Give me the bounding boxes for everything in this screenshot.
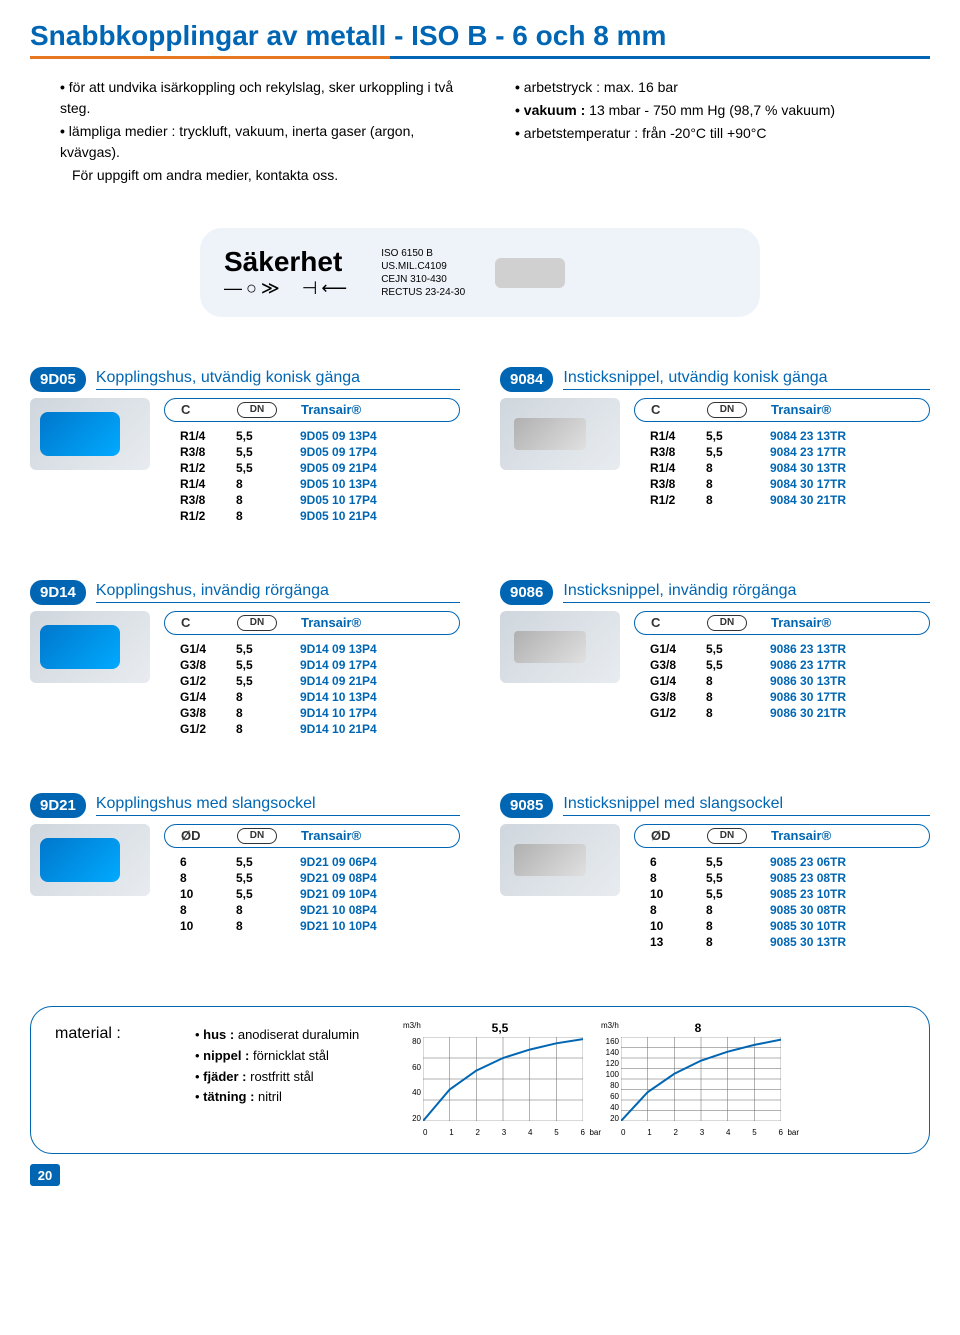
product-thumb-icon [30, 611, 150, 683]
table-row: 1089085 30 10TR [650, 918, 914, 934]
table-row: R1/25,59D05 09 21P4 [180, 460, 444, 476]
product-block: 9D21 Kopplingshus med slangsockel ØDDNTr… [30, 793, 460, 950]
product-title: Insticksnippel med slangsockel [563, 795, 930, 816]
product-thumb-icon [30, 824, 150, 896]
intro-row: för att undvika isärkoppling och rekylsl… [30, 77, 930, 188]
table-row: G1/289D14 10 21P4 [180, 721, 444, 737]
product-code-badge: 9085 [500, 793, 553, 818]
table-row: 105,59D21 09 10P4 [180, 886, 444, 902]
table-row: 65,59085 23 06TR [650, 854, 914, 870]
table-row: G3/889086 30 17TR [650, 689, 914, 705]
table-row: G3/85,59D14 09 17P4 [180, 657, 444, 673]
accent-line [30, 56, 930, 59]
material-item: fjäder : rostfritt stål [195, 1067, 375, 1088]
table-row: R1/45,59D05 09 13P4 [180, 428, 444, 444]
table-row: R3/85,59084 23 17TR [650, 444, 914, 460]
table-header: CDNTransair® [164, 398, 460, 422]
flow-chart: 5,5 m3/h 80604020 0123456 bar [405, 1025, 595, 1135]
table-row: G1/489086 30 13TR [650, 673, 914, 689]
product-title: Kopplingshus, utvändig konisk gänga [96, 369, 460, 390]
table-row: R3/85,59D05 09 17P4 [180, 444, 444, 460]
product-title: Insticksnippel, utvändig konisk gänga [563, 369, 930, 390]
product-code-badge: 9084 [500, 367, 553, 392]
product-thumb-icon [30, 398, 150, 470]
intro-item: arbetstemperatur : från -20°C till +90°C [515, 123, 930, 144]
intro-right: arbetstryck : max. 16 barvakuum : 13 mba… [515, 77, 930, 188]
safety-standards: ISO 6150 BUS.MIL.C4109CEJN 310-430RECTUS… [381, 247, 465, 299]
table-header: ØDDNTransair® [164, 824, 460, 848]
table-row: R1/45,59084 23 13TR [650, 428, 914, 444]
product-code-badge: 9D21 [30, 793, 86, 818]
material-item: nippel : förnicklat stål [195, 1046, 375, 1067]
flow-chart: 8 m3/h 16014012010080604020 0123456 bar [603, 1025, 793, 1135]
table-header: CDNTransair® [634, 611, 930, 635]
table-row: G1/289086 30 21TR [650, 705, 914, 721]
safety-symbols-icon: —○≫ ⊣⟵ [224, 278, 351, 299]
table-row: 65,59D21 09 06P4 [180, 854, 444, 870]
product-block: 9086 Insticksnippel, invändig rörgänga C… [500, 580, 930, 737]
product-code-badge: 9086 [500, 580, 553, 605]
intro-item: arbetstryck : max. 16 bar [515, 77, 930, 98]
product-title: Kopplingshus, invändig rörgänga [96, 582, 460, 603]
safety-thumb-icon [495, 258, 565, 288]
safety-title: Säkerhet [224, 246, 351, 278]
table-header: ØDDNTransair® [634, 824, 930, 848]
table-row: 85,59085 23 08TR [650, 870, 914, 886]
table-row: R1/289D05 10 21P4 [180, 508, 444, 524]
safety-box: Säkerhet —○≫ ⊣⟵ ISO 6150 BUS.MIL.C4109CE… [200, 228, 760, 317]
material-box: material : hus : anodiserat duraluminnip… [30, 1006, 930, 1154]
product-title: Kopplingshus med slangsockel [96, 795, 460, 816]
table-row: G3/889D14 10 17P4 [180, 705, 444, 721]
table-row: 105,59085 23 10TR [650, 886, 914, 902]
table-row: R1/289084 30 21TR [650, 492, 914, 508]
intro-left: för att undvika isärkoppling och rekylsl… [60, 77, 475, 188]
page-number: 20 [30, 1164, 60, 1186]
table-header: CDNTransair® [634, 398, 930, 422]
table-row: G1/45,59D14 09 13P4 [180, 641, 444, 657]
product-thumb-icon [500, 611, 620, 683]
table-row: G3/85,59086 23 17TR [650, 657, 914, 673]
table-row: R1/489D05 10 13P4 [180, 476, 444, 492]
table-row: G1/45,59086 23 13TR [650, 641, 914, 657]
product-title: Insticksnippel, invändig rörgänga [563, 582, 930, 603]
product-code-badge: 9D05 [30, 367, 86, 392]
table-row: 889D21 10 08P4 [180, 902, 444, 918]
product-block: 9D14 Kopplingshus, invändig rörgänga CDN… [30, 580, 460, 737]
product-thumb-icon [500, 824, 620, 896]
table-row: R1/489084 30 13TR [650, 460, 914, 476]
material-heading: material : [55, 1025, 165, 1135]
product-code-badge: 9D14 [30, 580, 86, 605]
table-row: R3/889D05 10 17P4 [180, 492, 444, 508]
intro-item: för att undvika isärkoppling och rekylsl… [60, 77, 475, 119]
intro-item: lämpliga medier : tryckluft, vakuum, ine… [60, 121, 475, 163]
material-list: hus : anodiserat duraluminnippel : förni… [195, 1025, 375, 1135]
table-row: G1/25,59D14 09 21P4 [180, 673, 444, 689]
table-row: R3/889084 30 17TR [650, 476, 914, 492]
charts-container: 5,5 m3/h 80604020 0123456 bar 8 m3/h 160… [405, 1025, 905, 1135]
material-item: tätning : nitril [195, 1087, 375, 1108]
intro-item: vakuum : 13 mbar - 750 mm Hg (98,7 % vak… [515, 100, 930, 121]
table-row: 1089D21 10 10P4 [180, 918, 444, 934]
product-block: 9084 Insticksnippel, utvändig konisk gän… [500, 367, 930, 524]
table-header: CDNTransair® [164, 611, 460, 635]
table-row: 85,59D21 09 08P4 [180, 870, 444, 886]
product-block: 9D05 Kopplingshus, utvändig konisk gänga… [30, 367, 460, 524]
material-item: hus : anodiserat duralumin [195, 1025, 375, 1046]
table-row: 1389085 30 13TR [650, 934, 914, 950]
table-row: G1/489D14 10 13P4 [180, 689, 444, 705]
page-title: Snabbkopplingar av metall - ISO B - 6 oc… [30, 20, 930, 52]
product-block: 9085 Insticksnippel med slangsockel ØDDN… [500, 793, 930, 950]
intro-item: För uppgift om andra medier, kontakta os… [60, 165, 475, 186]
product-thumb-icon [500, 398, 620, 470]
table-row: 889085 30 08TR [650, 902, 914, 918]
